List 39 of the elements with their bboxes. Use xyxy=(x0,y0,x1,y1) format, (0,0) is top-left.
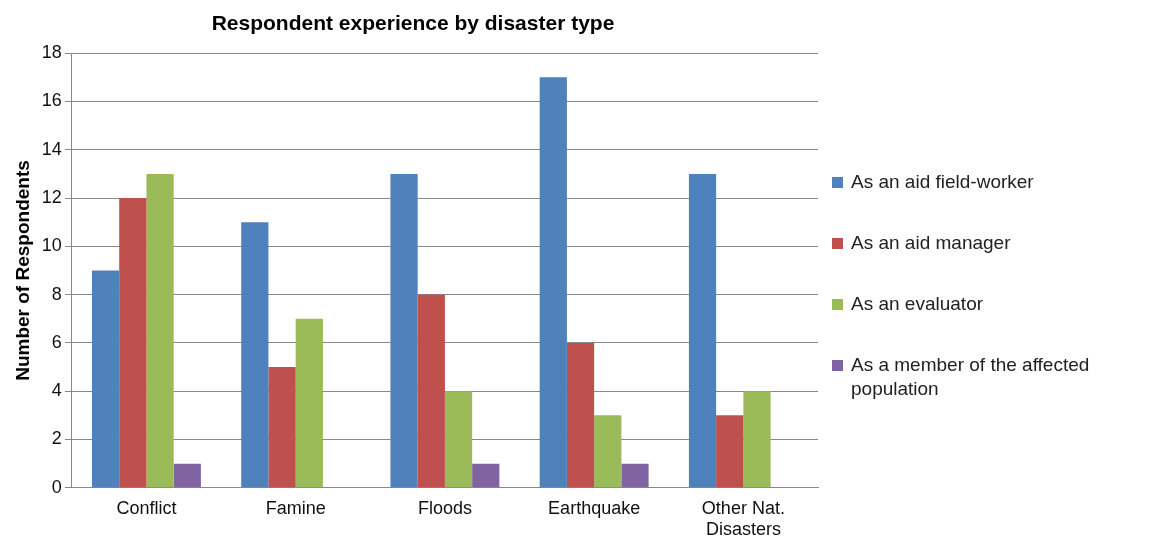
y-tick-label: 0 xyxy=(51,476,62,497)
y-tick-label: 16 xyxy=(41,90,62,111)
y-axis-title: Number of Respondents xyxy=(11,160,33,381)
y-tick-label: 8 xyxy=(51,283,62,304)
bar xyxy=(417,294,445,488)
bar xyxy=(146,173,174,488)
legend-label: As an aid field-worker xyxy=(851,170,1034,194)
bar xyxy=(716,415,744,488)
x-tick-label: Conflict xyxy=(116,497,177,518)
x-tick-label: Earthquake xyxy=(548,497,641,518)
bar xyxy=(444,391,473,488)
bar xyxy=(688,173,717,488)
bar xyxy=(621,463,649,488)
bar xyxy=(119,198,147,488)
bar xyxy=(173,463,201,488)
legend-label: As an evaluator xyxy=(851,292,984,316)
bar xyxy=(539,77,567,488)
bar xyxy=(268,367,296,488)
legend-label: As an aid manager xyxy=(851,231,1011,255)
y-tick-label: 2 xyxy=(51,428,62,449)
y-tick-label: 12 xyxy=(41,187,62,208)
bar xyxy=(295,318,323,488)
bar xyxy=(472,463,500,488)
bar xyxy=(743,391,771,488)
bar xyxy=(241,222,269,488)
bar xyxy=(91,270,120,488)
y-tick-label: 14 xyxy=(41,138,62,159)
y-tick-label: 6 xyxy=(51,331,62,352)
y-tick-label: 4 xyxy=(51,380,62,401)
chart-title: Respondent experience by disaster type xyxy=(211,11,615,35)
x-tick-label: Floods xyxy=(417,497,472,518)
x-tick-label: Famine xyxy=(265,497,326,518)
bar xyxy=(566,342,595,488)
bar xyxy=(594,415,622,488)
y-tick-label: 18 xyxy=(41,42,62,63)
y-tick-label: 10 xyxy=(41,235,62,256)
legend-label: As a member of the affected population xyxy=(851,353,1091,401)
bar xyxy=(390,173,418,488)
x-tick-label: Other Nat. Disasters xyxy=(701,497,785,540)
